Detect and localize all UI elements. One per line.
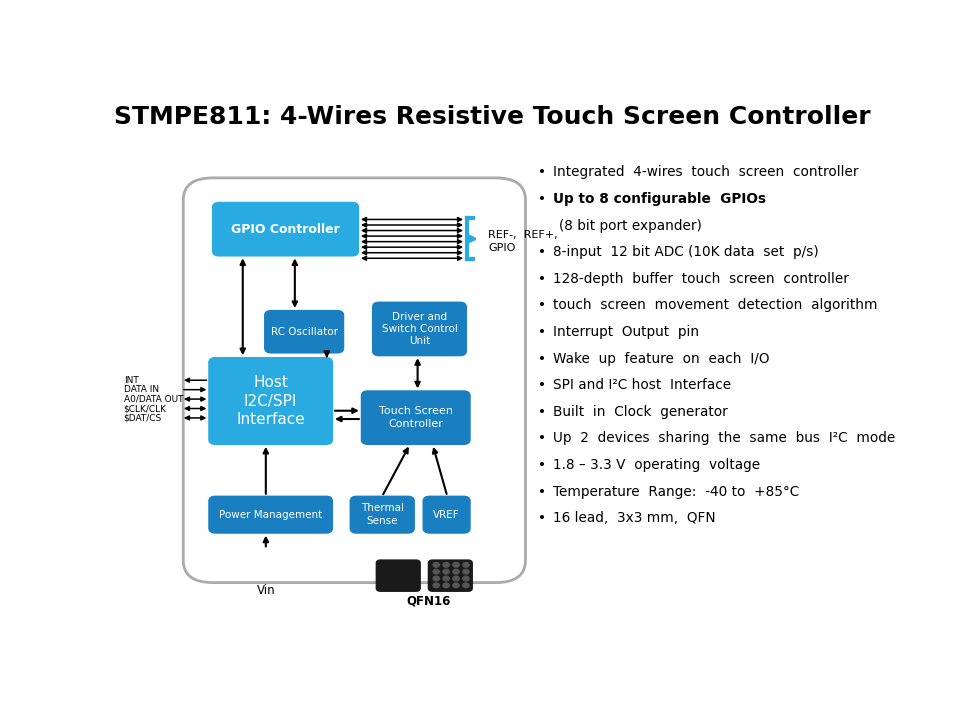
Text: Built  in  Clock  generator: Built in Clock generator <box>553 405 728 419</box>
Text: 8-input  12 bit ADC (10K data  set  p/s): 8-input 12 bit ADC (10K data set p/s) <box>553 246 819 259</box>
Circle shape <box>463 583 469 588</box>
Circle shape <box>433 583 440 588</box>
Text: $CLK/CLK: $CLK/CLK <box>124 404 167 413</box>
Circle shape <box>453 583 459 588</box>
Circle shape <box>463 562 469 567</box>
Circle shape <box>433 562 440 567</box>
Text: •: • <box>539 458 546 472</box>
Text: A0/DATA OUT: A0/DATA OUT <box>124 395 183 404</box>
Circle shape <box>433 576 440 581</box>
Text: •: • <box>539 325 546 339</box>
Text: QFN16: QFN16 <box>407 595 451 608</box>
Circle shape <box>443 576 449 581</box>
Text: Temperature  Range:  -40 to  +85°C: Temperature Range: -40 to +85°C <box>553 485 800 499</box>
Text: Driver and
Switch Control
Unit: Driver and Switch Control Unit <box>381 312 457 346</box>
Text: Touch Screen
Controller: Touch Screen Controller <box>379 407 453 429</box>
FancyBboxPatch shape <box>209 358 332 444</box>
FancyBboxPatch shape <box>350 497 414 533</box>
Circle shape <box>443 583 449 588</box>
FancyBboxPatch shape <box>183 178 525 582</box>
Text: •: • <box>539 271 546 286</box>
Text: •: • <box>539 405 546 419</box>
Text: DATA IN: DATA IN <box>124 385 158 394</box>
Text: GPIO Controller: GPIO Controller <box>231 222 340 235</box>
FancyBboxPatch shape <box>362 392 469 444</box>
Text: REF-,  REF+,
GPIO: REF-, REF+, GPIO <box>489 230 558 253</box>
FancyBboxPatch shape <box>429 560 472 591</box>
Text: •: • <box>539 166 546 179</box>
Text: Integrated  4-wires  touch  screen  controller: Integrated 4-wires touch screen controll… <box>553 166 858 179</box>
Circle shape <box>443 562 449 567</box>
Text: $DAT/CS: $DAT/CS <box>124 413 162 423</box>
FancyBboxPatch shape <box>423 497 469 533</box>
Circle shape <box>453 576 459 581</box>
Text: STMPE811: 4-Wires Resistive Touch Screen Controller: STMPE811: 4-Wires Resistive Touch Screen… <box>113 105 871 129</box>
Text: 16 lead,  3x3 mm,  QFN: 16 lead, 3x3 mm, QFN <box>553 511 715 526</box>
Text: Up to 8 configurable  GPIOs: Up to 8 configurable GPIOs <box>553 192 766 206</box>
Text: Interrupt  Output  pin: Interrupt Output pin <box>553 325 699 339</box>
Text: 128-depth  buffer  touch  screen  controller: 128-depth buffer touch screen controller <box>553 271 849 286</box>
Text: RC Oscillator: RC Oscillator <box>271 327 338 337</box>
Text: (8 bit port expander): (8 bit port expander) <box>559 219 702 233</box>
FancyBboxPatch shape <box>376 560 420 591</box>
Text: 1.8 – 3.3 V  operating  voltage: 1.8 – 3.3 V operating voltage <box>553 458 760 472</box>
Circle shape <box>453 562 459 567</box>
Text: •: • <box>539 351 546 366</box>
Text: touch  screen  movement  detection  algorithm: touch screen movement detection algorith… <box>553 298 877 312</box>
Circle shape <box>453 570 459 574</box>
Circle shape <box>463 576 469 581</box>
Text: Thermal
Sense: Thermal Sense <box>361 503 404 526</box>
FancyBboxPatch shape <box>372 302 466 355</box>
Text: •: • <box>539 431 546 446</box>
FancyBboxPatch shape <box>213 203 358 256</box>
Text: Host
I2C/SPI
Interface: Host I2C/SPI Interface <box>236 375 305 427</box>
Text: •: • <box>539 192 546 206</box>
Text: •: • <box>539 485 546 499</box>
Text: •: • <box>539 298 546 312</box>
Circle shape <box>433 570 440 574</box>
Text: Up  2  devices  sharing  the  same  bus  I²C  mode: Up 2 devices sharing the same bus I²C mo… <box>553 431 896 446</box>
FancyBboxPatch shape <box>209 497 332 533</box>
Text: Vin: Vin <box>256 585 276 598</box>
Text: INT: INT <box>124 376 138 384</box>
Text: •: • <box>539 378 546 392</box>
Circle shape <box>463 570 469 574</box>
Text: Wake  up  feature  on  each  I/O: Wake up feature on each I/O <box>553 351 770 366</box>
FancyBboxPatch shape <box>265 311 344 353</box>
Text: SPI and I²C host  Interface: SPI and I²C host Interface <box>553 378 732 392</box>
Text: •: • <box>539 246 546 259</box>
Circle shape <box>443 570 449 574</box>
Text: VREF: VREF <box>433 510 460 520</box>
Text: •: • <box>539 511 546 526</box>
Text: Power Management: Power Management <box>219 510 323 520</box>
